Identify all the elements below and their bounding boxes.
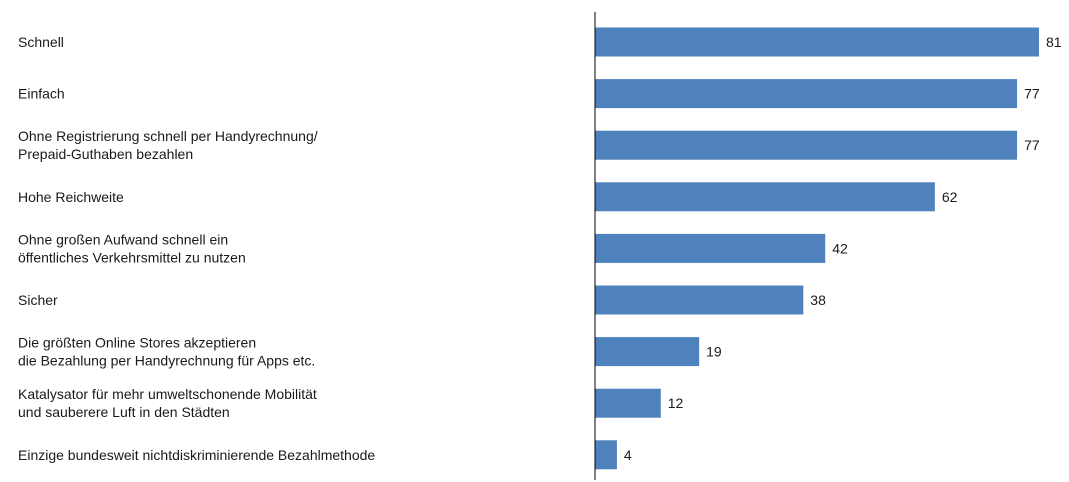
category-label: Einfach [18, 86, 65, 102]
value-label: 81 [1046, 34, 1062, 50]
bar [595, 233, 826, 263]
category-label: Hohe Reichweite [18, 189, 124, 205]
category-label-line: Einfach [18, 86, 65, 102]
bar [595, 130, 1018, 160]
value-label: 42 [832, 240, 848, 256]
bar [595, 337, 700, 367]
category-label: Sicher [18, 292, 58, 308]
category-label: Katalysator für mehr umweltschonende Mob… [18, 386, 317, 420]
category-label-line: Hohe Reichweite [18, 189, 124, 205]
bar [595, 440, 617, 470]
value-label: 19 [706, 344, 722, 360]
bar [595, 79, 1018, 109]
category-labels: Schnell Einfach Ohne Registrierung schnell… [18, 34, 375, 463]
category-label-line: öffentliches Verkehrsmittel zu nutzen [18, 249, 246, 265]
category-label-line: Prepaid-Guthaben bezahlen [18, 146, 193, 162]
value-label: 4 [624, 447, 632, 463]
category-label-line: Die größten Online Stores akzeptieren [18, 335, 256, 351]
category-label-line: Ohne großen Aufwand schnell ein [18, 231, 228, 247]
value-labels: 81 77 77 62 42 38 19 12 4 [624, 34, 1062, 463]
bar [595, 388, 661, 418]
category-label: Die größten Online Stores akzeptieren die… [18, 335, 315, 369]
category-label-line: Einzige bundesweit nichtdiskriminierende… [18, 447, 375, 463]
bars [595, 27, 1039, 470]
value-label: 38 [810, 292, 826, 308]
category-label-line: und sauberere Luft in den Städten [18, 404, 230, 420]
value-label: 77 [1024, 86, 1040, 102]
category-label-line: Sicher [18, 292, 58, 308]
value-label: 62 [942, 189, 958, 205]
category-label-line: Ohne Registrierung schnell per Handyrech… [18, 128, 318, 144]
category-label-line: die Bezahlung per Handyrechnung für Apps… [18, 353, 315, 369]
category-label-line: Katalysator für mehr umweltschonende Mob… [18, 386, 317, 402]
bar [595, 182, 935, 212]
bar [595, 27, 1039, 57]
value-label: 77 [1024, 137, 1040, 153]
value-label: 12 [668, 395, 684, 411]
bar [595, 285, 804, 315]
category-label: Schnell [18, 34, 64, 50]
category-label: Einzige bundesweit nichtdiskriminierende… [18, 447, 375, 463]
category-label-line: Schnell [18, 34, 64, 50]
category-label: Ohne großen Aufwand schnell ein öffentlic… [18, 231, 246, 265]
category-label: Ohne Registrierung schnell per Handyrech… [18, 128, 318, 162]
